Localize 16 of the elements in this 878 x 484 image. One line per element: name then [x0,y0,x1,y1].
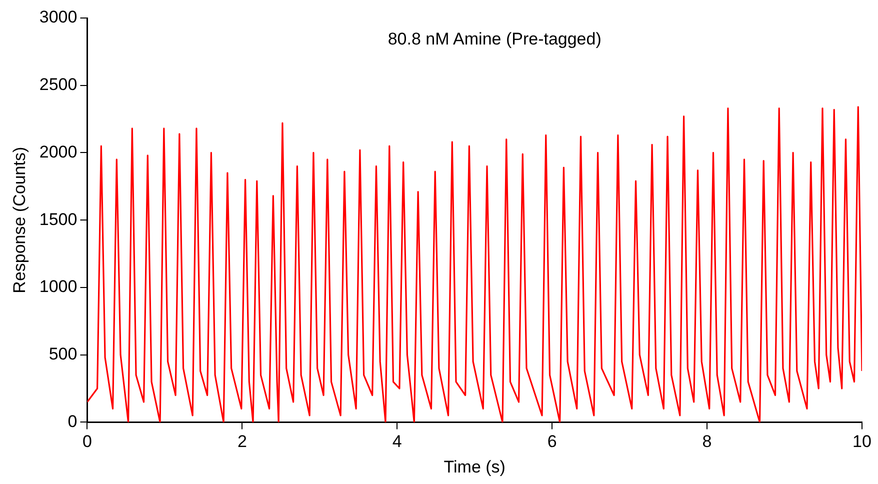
x-tick-label: 10 [852,432,872,452]
y-tick-label: 2500 [39,75,78,94]
y-tick-label: 1000 [39,277,78,296]
y-tick-label: 3000 [39,8,78,27]
text: 80.8 nM Amine (Pre-tagged) [388,30,602,49]
x-tick-label: 8 [702,432,712,452]
y-tick-label: 500 [48,344,78,364]
x-axis-title: Time (s) [444,457,506,476]
y-tick-label: 1500 [39,210,78,229]
x-tick-label: 4 [392,432,402,452]
y-axis-title: Response (Counts) [10,146,29,294]
x-tick-label: 6 [547,432,557,452]
x-tick-label: 0 [82,432,92,452]
y-tick-label: 0 [68,412,78,431]
x-tick-label: 2 [237,432,247,452]
y-tick-label: 2000 [39,142,78,162]
